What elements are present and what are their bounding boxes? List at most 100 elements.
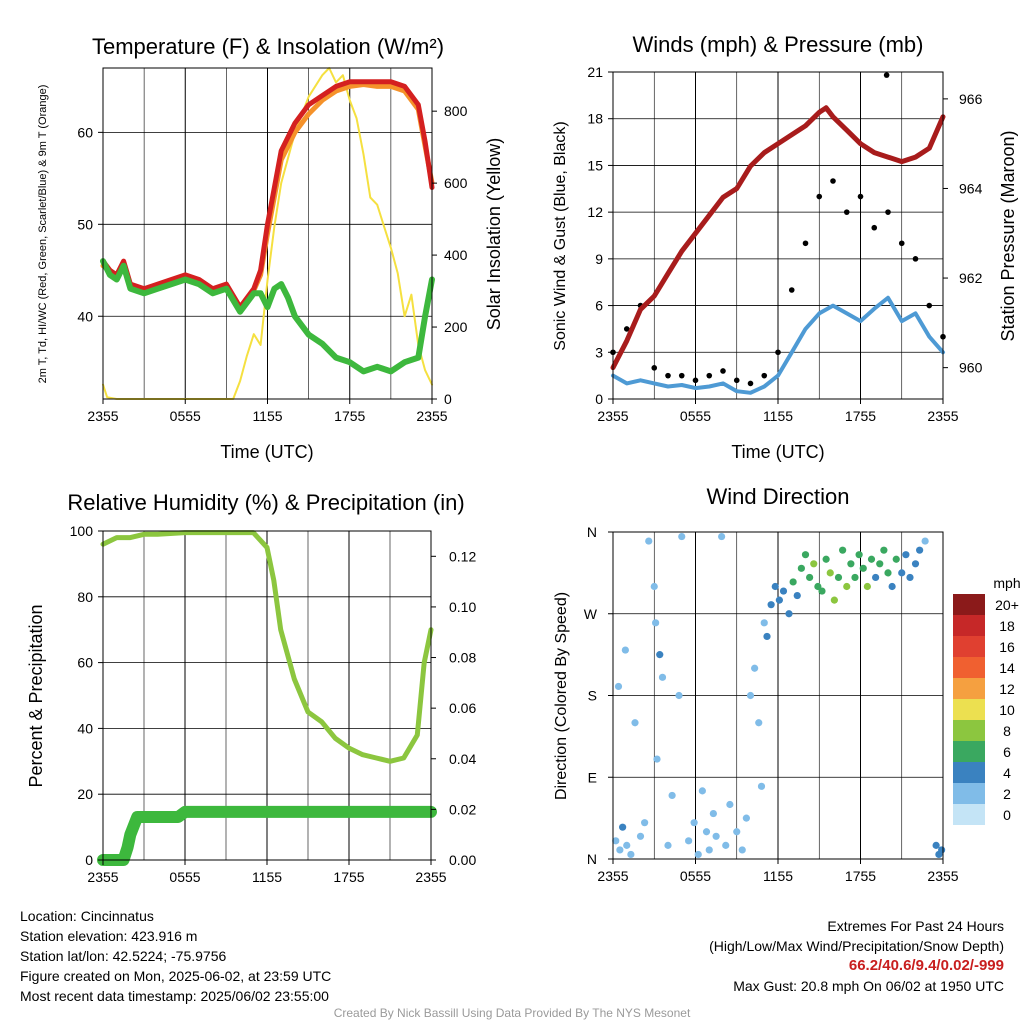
gust-point xyxy=(692,377,699,384)
temperature-xtick-label: 2355 xyxy=(87,408,118,424)
wind-direction-point xyxy=(767,601,775,609)
winds-ytick-label: 12 xyxy=(587,204,603,220)
wind-direction-point xyxy=(806,573,814,582)
wind-direction-point xyxy=(801,551,810,559)
colorbar-label: 0 xyxy=(1003,807,1011,823)
precipitation-ytick-label: 0.10 xyxy=(449,599,476,615)
wind-direction-gridlines xyxy=(612,531,944,860)
credit-line: Created By Nick Bassill Using Data Provi… xyxy=(333,1006,691,1020)
wind-direction-point xyxy=(793,591,801,600)
winds-panel: Winds (mph) & Pressure (mb) 0 3 6 9 12 15 18 21… xyxy=(552,32,1018,462)
wind-direction-point xyxy=(612,837,620,845)
gust-point xyxy=(857,193,864,200)
wind-direction-point xyxy=(650,582,658,591)
colorbar-swatch xyxy=(953,741,985,762)
pressure-line xyxy=(610,105,946,371)
wind-direction-point xyxy=(705,846,713,854)
wind-direction-point xyxy=(779,587,788,595)
temperature-ytick-label: 50 xyxy=(77,216,93,232)
precipitation-ytick-label: 0.04 xyxy=(449,751,476,767)
humidity-series xyxy=(97,530,437,866)
wind-direction-ytick-label: N xyxy=(587,851,597,867)
speed-colorbar: mph 20+ 18 16 14 12 10 8 6 4 2 0 xyxy=(953,575,1021,825)
colorbar-label: 6 xyxy=(1003,744,1011,760)
colorbar-label: 18 xyxy=(999,618,1015,634)
wind-direction-point xyxy=(668,791,676,800)
colorbar-title: mph xyxy=(993,575,1020,591)
humidity-ytick-label: 80 xyxy=(77,589,93,605)
humidity-y-axis-label: Percent & Precipitation xyxy=(26,604,46,787)
wind-direction-xtick-label: 1755 xyxy=(845,868,876,884)
wind-direction-point xyxy=(785,610,793,618)
gust-point xyxy=(802,240,809,247)
colorbar-swatch xyxy=(953,594,985,615)
wind-direction-point xyxy=(775,596,783,604)
colorbar-label: 12 xyxy=(999,681,1015,697)
wind-direction-point xyxy=(892,555,900,563)
wind-direction-point xyxy=(760,619,768,627)
winds-ytick-label: 18 xyxy=(587,111,603,127)
winds-ytick-label: 21 xyxy=(587,64,603,80)
wind-direction-point xyxy=(757,782,766,790)
colorbar-label: 16 xyxy=(999,639,1015,655)
winds-xtick-label: 2355 xyxy=(597,408,628,424)
gust-point xyxy=(733,377,740,384)
wind-direction-y-axis-label: Direction (Colored By Speed) xyxy=(553,592,570,800)
wind-direction-point xyxy=(789,578,797,586)
humidity-line xyxy=(100,530,434,764)
pressure-ytick-label: 962 xyxy=(959,270,983,286)
wind-direction-point xyxy=(763,632,771,641)
wind-direction-point xyxy=(880,546,888,554)
wind-direction-point xyxy=(627,850,635,859)
wind-direction-point xyxy=(678,532,686,541)
wind-direction-point xyxy=(698,787,706,795)
wind-direction-point xyxy=(675,691,683,700)
max-gust: Max Gust: 20.8 mph On 06/02 at 1950 UTC xyxy=(733,978,1004,994)
wind-direction-point xyxy=(685,837,693,845)
wind-direction-point xyxy=(855,551,863,559)
wind-direction-point xyxy=(876,560,884,568)
wind-direction-point xyxy=(863,582,871,591)
wind-direction-point xyxy=(742,814,750,822)
wind-direction-point xyxy=(822,555,830,563)
temp-2m-line xyxy=(100,79,435,310)
winds-y-axis-label: Sonic Wind & Gust (Blue, Black) xyxy=(552,121,569,350)
winds-ytick-label: 9 xyxy=(595,251,603,267)
wind-direction-point xyxy=(938,846,946,854)
gust-point xyxy=(912,256,919,262)
wind-direction-point xyxy=(623,841,631,849)
colorbar-label: 20+ xyxy=(995,597,1019,613)
colorbar-label: 8 xyxy=(1003,723,1011,739)
temperature-xtick-label: 1155 xyxy=(252,408,282,424)
precipitation-ytick-label: 0.02 xyxy=(449,801,476,817)
wind-direction-point xyxy=(658,673,667,681)
humidity-ytick-label: 60 xyxy=(77,655,93,671)
insolation-ytick-label: 0 xyxy=(444,391,452,407)
extremes-values: 66.2/40.6/9.4/0.02/-999 xyxy=(848,957,1004,974)
station-info: Location: Cincinnatus Station elevation:… xyxy=(20,906,331,1006)
wind-direction-point xyxy=(645,537,653,545)
winds-ytick-label: 3 xyxy=(595,344,603,360)
wind-direction-point xyxy=(733,828,741,836)
gust-point xyxy=(747,380,754,387)
temperature-xtick-label: 0555 xyxy=(170,408,201,424)
gust-point xyxy=(623,326,630,332)
station-latlon: Station lat/lon: 42.5224; -75.9756 xyxy=(20,948,227,964)
winds-x-axis-label: Time (UTC) xyxy=(731,442,824,462)
temperature-ytick-label: 40 xyxy=(77,308,93,324)
winds-ytick-label: 0 xyxy=(595,391,603,407)
wind-direction-point xyxy=(738,846,746,854)
figure-created: Figure created on Mon, 2025-06-02, at 23… xyxy=(20,968,332,984)
gust-point xyxy=(843,209,850,215)
humidity-ytick-label: 100 xyxy=(70,523,94,539)
wind-direction-point xyxy=(702,828,711,836)
temperature-x-axis-label: Time (UTC) xyxy=(220,442,313,462)
most-recent-timestamp: Most recent data timestamp: 2025/06/02 2… xyxy=(20,988,329,1004)
colorbar-swatch xyxy=(953,615,985,636)
wind-direction-point xyxy=(843,582,851,591)
gust-point xyxy=(665,372,671,379)
wind-direction-point xyxy=(652,619,660,627)
wind-direction-point xyxy=(656,651,664,659)
temperature-y2-axis-label: Solar Insolation (Yellow) xyxy=(484,138,504,330)
